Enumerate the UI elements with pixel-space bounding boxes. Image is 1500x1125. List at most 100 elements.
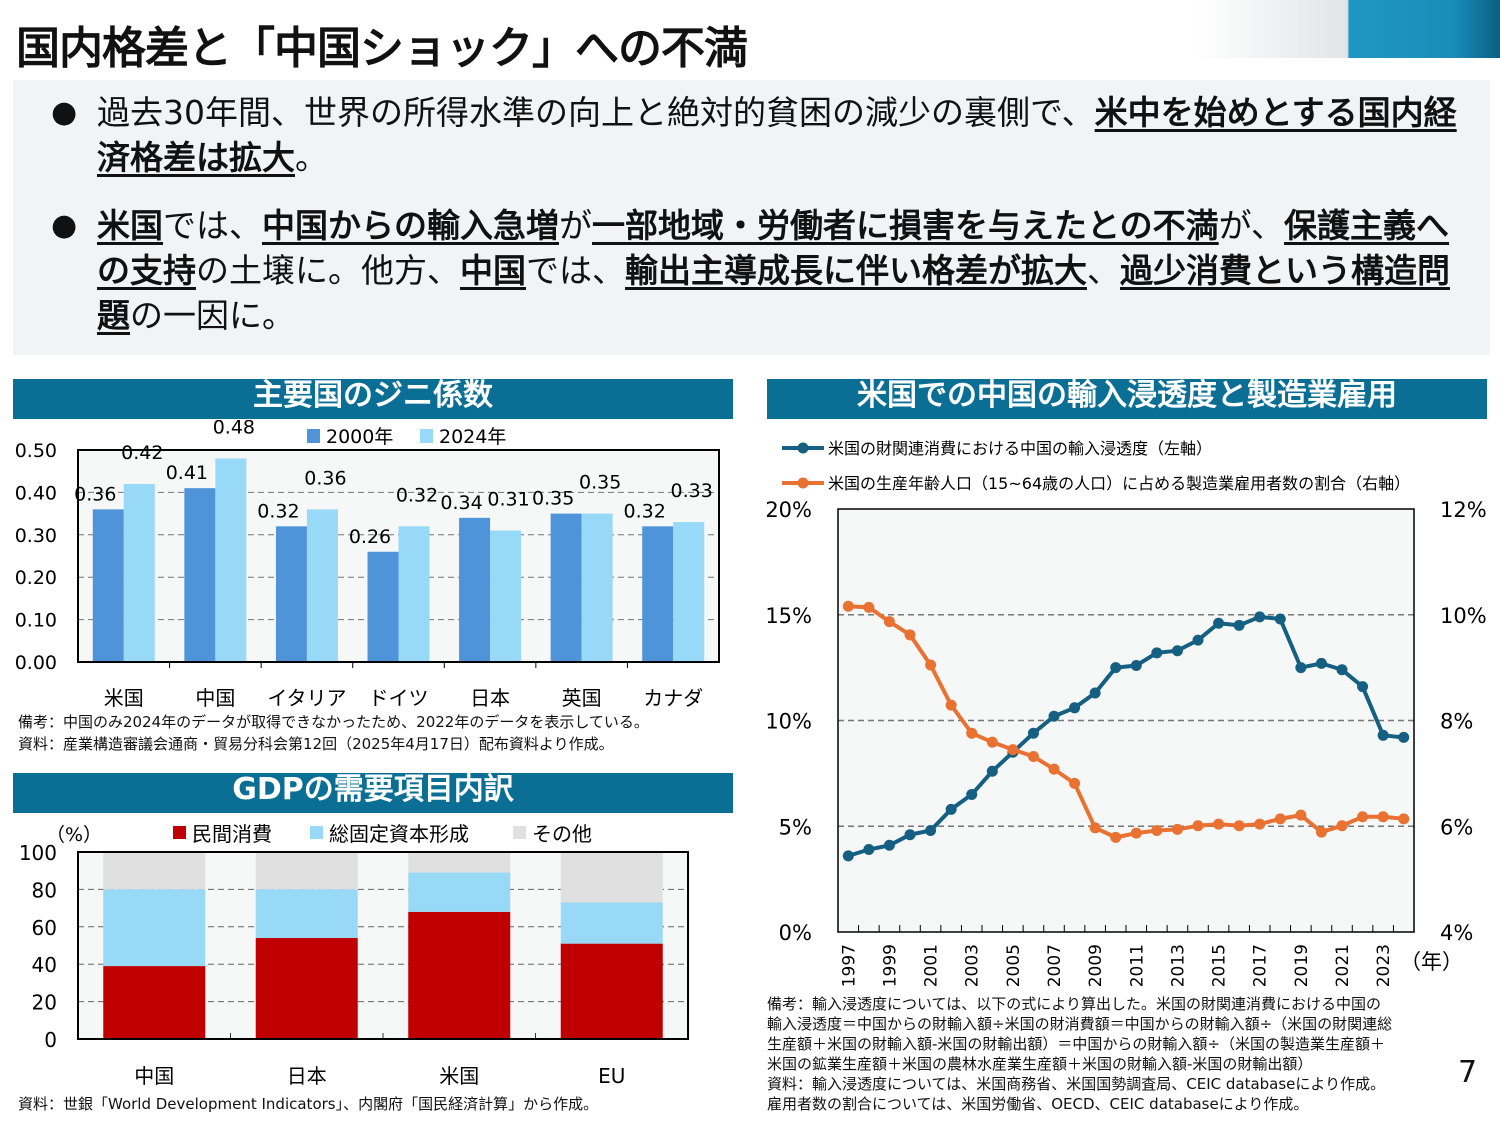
bar-2024 xyxy=(673,522,705,662)
gini-note: 備考：中国のみ2024年のデータが取得できなかったため、2022年のデータを表示… xyxy=(18,713,649,731)
data-point xyxy=(883,616,895,628)
data-point xyxy=(863,844,875,856)
x-tick-label: 1997 xyxy=(839,944,859,987)
data-point xyxy=(904,629,916,641)
plot-area xyxy=(838,509,1414,932)
header-decoration xyxy=(1195,0,1500,58)
category-label: ドイツ xyxy=(369,686,429,710)
x-tick-label: 2003 xyxy=(963,944,983,987)
x-tick-label: 2023 xyxy=(1374,944,1394,987)
y-tick-label: 20 xyxy=(32,991,57,1015)
bullet-1: ● 過去30年間、世界の所得水準の向上と絶対的貧困の減少の裏側で、米中を始めとする… xyxy=(51,90,1471,180)
category-label: カナダ xyxy=(643,686,703,710)
left-y-tick-label: 15% xyxy=(765,604,812,628)
gini-chart-title: 主要国のジニ係数 xyxy=(13,379,733,419)
data-point xyxy=(1233,619,1245,631)
right-y-tick-label: 4% xyxy=(1440,921,1473,945)
left-y-tick-label: 10% xyxy=(765,710,812,734)
x-tick-label: 2015 xyxy=(1210,944,1230,987)
y-tick-label: 0.10 xyxy=(15,610,57,632)
category-label: EU xyxy=(598,1064,625,1088)
plot-border xyxy=(77,851,689,1040)
bullet-dot-icon: ● xyxy=(51,95,78,130)
data-point xyxy=(925,659,937,671)
stack-segment xyxy=(103,966,206,1039)
stack-segment xyxy=(103,889,206,967)
data-label: 0.36 xyxy=(304,467,346,489)
legend-label: 米国の財関連消費における中国の輸入浸透度（左軸） xyxy=(828,439,1212,458)
import-chart: 0% 4% 5% 6% 10% 8% 15% 10% 20% 12% 1997 1999 2001 200… xyxy=(765,439,1486,987)
data-point xyxy=(1069,777,1081,789)
legend-label: 2000年 xyxy=(326,426,393,448)
legend-swatch xyxy=(420,429,433,443)
legend-marker xyxy=(797,442,809,454)
data-point xyxy=(1027,750,1039,762)
bar-2024 xyxy=(398,526,430,662)
import-note-line: 備考：輸入浸透度については、以下の式により算出した。米国の財関連消費における中国… xyxy=(767,995,1381,1013)
emphasized-text: 米国 xyxy=(97,206,163,245)
legend-label: 2024年 xyxy=(439,426,506,448)
data-point xyxy=(1171,645,1183,657)
page-number: 7 xyxy=(1458,1055,1478,1090)
category-label: 日本 xyxy=(287,1064,327,1088)
y-tick-label: 0.50 xyxy=(15,440,57,462)
category-label: 中国 xyxy=(195,686,235,710)
emphasized-text: 一部地域・労働者に損害を与えたとの不満 xyxy=(592,206,1219,245)
x-tick-label: 2009 xyxy=(1086,944,1106,987)
data-point xyxy=(1274,813,1286,825)
data-label: 0.36 xyxy=(74,483,116,505)
legend-swatch xyxy=(307,429,320,443)
y-tick-label: 0.30 xyxy=(15,525,57,547)
data-point xyxy=(1377,811,1389,823)
data-point xyxy=(1357,811,1369,823)
bar-2000 xyxy=(642,526,674,662)
legend-swatch xyxy=(513,826,526,839)
data-point xyxy=(904,829,916,841)
plot-border xyxy=(837,508,1415,933)
y-tick-label: 0.00 xyxy=(15,652,57,674)
data-label: 0.35 xyxy=(532,488,574,510)
import-note-line: 資料：輸入浸透度については、米国商務省、米国国勢調査局、CEIC databas… xyxy=(767,1075,1386,1093)
x-axis-unit: （年） xyxy=(1400,950,1463,974)
stack-segment xyxy=(408,872,511,912)
import-notes: 備考：輸入浸透度については、以下の式により算出した。米国の財関連消費における中国… xyxy=(767,994,1392,1114)
emphasized-text: 保護主義への支持 xyxy=(97,206,1450,290)
x-tick-label: 2013 xyxy=(1168,944,1188,987)
data-label: 0.41 xyxy=(166,462,208,484)
data-point xyxy=(883,839,895,851)
data-point xyxy=(945,803,957,815)
data-point xyxy=(842,850,854,862)
category-label: 日本 xyxy=(470,686,510,710)
data-point xyxy=(1398,731,1410,743)
data-point xyxy=(1274,613,1286,625)
data-point xyxy=(1171,823,1183,835)
import-note-line: 雇用者数の割合については、米国労働省、OECD、CEIC databaseにより… xyxy=(767,1095,1309,1113)
x-tick-label: 2007 xyxy=(1045,944,1065,987)
gdp-source: 資料：世銀「World Development Indicators」、内閣府「… xyxy=(18,1095,599,1113)
data-point xyxy=(1315,657,1327,669)
y-tick-label: 0.40 xyxy=(15,482,57,504)
emphasized-text: 過少消費という構造問題 xyxy=(97,251,1450,335)
data-point xyxy=(1315,826,1327,838)
data-point xyxy=(1130,827,1142,839)
import-note-line: 輸入浸透度＝中国からの財輸入額÷米国の財消費額＝中国からの財輸入額÷（米国の財関… xyxy=(767,1015,1393,1033)
x-tick-label: 2005 xyxy=(1004,944,1024,987)
import-chart-title: 米国での中国の輸入浸透度と製造業雇用 xyxy=(767,379,1487,419)
data-point xyxy=(1192,634,1204,646)
data-point xyxy=(945,699,957,711)
bullet-segment: では、 xyxy=(163,206,262,245)
data-point xyxy=(1213,818,1225,830)
stack-segment xyxy=(560,943,663,1039)
data-point xyxy=(1069,702,1081,714)
data-point xyxy=(1048,763,1060,775)
bar-2024 xyxy=(490,530,522,662)
right-y-tick-label: 6% xyxy=(1440,815,1473,839)
left-y-tick-label: 0% xyxy=(779,921,812,945)
y-tick-label: 0 xyxy=(44,1028,57,1052)
data-point xyxy=(1089,822,1101,834)
data-point xyxy=(1089,687,1101,699)
data-point xyxy=(1110,662,1122,674)
category-label: 英国 xyxy=(562,686,602,710)
left-y-tick-label: 5% xyxy=(779,815,812,839)
gini-source: 資料：産業構造審議会通商・貿易分科会第12回（2025年4月17日）配布資料より… xyxy=(18,735,614,753)
